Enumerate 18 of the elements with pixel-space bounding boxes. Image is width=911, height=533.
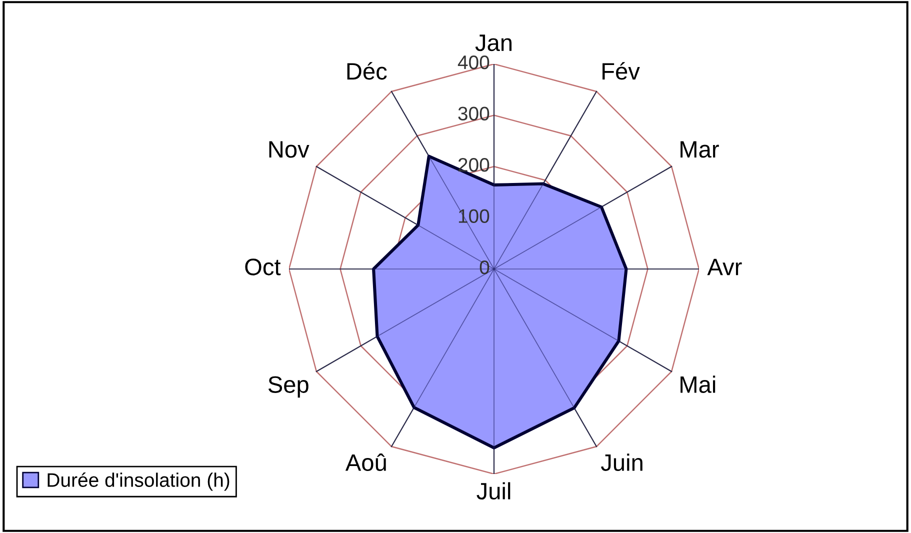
legend-label: Durée d'insolation (h) [48, 472, 230, 491]
spoke-label: Mai [680, 376, 716, 393]
y-tick-label: 300 [458, 106, 490, 120]
spoke-label: Déc [347, 62, 387, 80]
spoke-label: Nov [269, 141, 310, 158]
spoke-label: Fév [602, 62, 640, 80]
spoke-label: Avr [707, 258, 742, 276]
y-tick-label: 400 [458, 55, 490, 70]
y-tick-label: 100 [458, 209, 490, 223]
spoke-label: Juil [476, 482, 510, 500]
spoke-label: Oct [245, 258, 281, 276]
spoke-label: Jan [475, 34, 512, 52]
spoke-label: Juin [600, 454, 642, 471]
spoke-label: Sep [268, 376, 308, 398]
y-tick-label: 0 [480, 260, 490, 274]
spoke-label: Aoû [345, 454, 386, 471]
y-tick-label: 200 [458, 158, 490, 172]
spoke-label: Mar [680, 141, 719, 158]
